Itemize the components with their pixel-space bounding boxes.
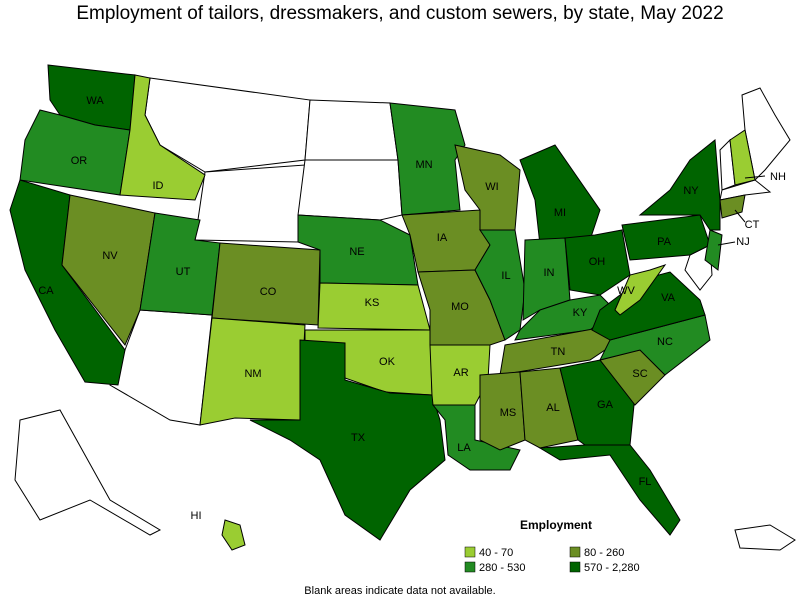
state-label: NM (244, 368, 261, 380)
state-shape (211, 242, 321, 326)
state-label: NY (683, 185, 699, 197)
state-label: AL (546, 402, 559, 414)
state-label: KS (365, 297, 380, 309)
state-shape (119, 74, 206, 201)
state-label: NH (770, 171, 786, 183)
state-shape (297, 159, 403, 221)
state-shape (431, 404, 521, 471)
callout-line (734, 209, 746, 223)
legend-label: 280 - 530 (479, 562, 525, 574)
state-label: IL (501, 270, 510, 282)
state-shape (194, 164, 306, 243)
state-shape (479, 371, 526, 451)
state-shape (221, 519, 246, 551)
state-label: CA (38, 285, 54, 297)
state-shape (514, 294, 616, 341)
state-label: TN (551, 346, 566, 358)
state-label: MS (500, 407, 517, 419)
state-label: LA (457, 442, 471, 454)
state-label: IN (544, 267, 555, 279)
state-shape (741, 87, 791, 182)
callout-line (744, 175, 766, 179)
states: WA OR CA NV ID UT CO NM NE KS OK TX MN IA MO AR LA WI IL MI… (9, 64, 786, 551)
state-label: KY (573, 307, 588, 319)
state-label: GA (597, 399, 614, 411)
state-shape (199, 317, 306, 426)
state-shape (638, 139, 721, 231)
state-label: UT (176, 266, 191, 278)
legend-label: 80 - 260 (584, 547, 624, 559)
state-label: MO (451, 301, 469, 313)
state-shape (538, 444, 681, 536)
state-label: OR (71, 155, 88, 167)
legend-swatch (464, 561, 476, 573)
state-shape (621, 214, 711, 261)
state-label: CO (260, 286, 277, 298)
state-label: OH (589, 256, 606, 268)
state-label: TX (351, 432, 366, 444)
state-shape (519, 367, 579, 449)
map-title: Employment of tailors, dressmakers, and … (76, 3, 723, 24)
state-shape (304, 99, 399, 161)
state-shape (61, 194, 156, 346)
legend-title: Employment (520, 518, 592, 532)
state-label: NV (102, 250, 118, 262)
legend-swatch (464, 546, 476, 558)
state-label: NC (657, 336, 673, 348)
state-label: CT (745, 219, 760, 231)
state-shape (729, 129, 756, 186)
state-label: WA (86, 95, 104, 107)
state-label: FL (639, 476, 652, 488)
state-shape (734, 524, 796, 551)
legend-swatch (569, 561, 581, 573)
state-shape (519, 144, 601, 246)
legend-swatch (569, 546, 581, 558)
state-shape (14, 409, 162, 536)
legend-label: 40 - 70 (479, 547, 513, 559)
callout-line (717, 241, 736, 246)
state-label: MI (554, 207, 566, 219)
state-label: PA (657, 236, 672, 248)
state-label: AR (453, 367, 468, 379)
state-label: VA (661, 292, 676, 304)
legend-label: 570 - 2,280 (584, 562, 640, 574)
state-shape (719, 194, 746, 219)
state-label: OK (379, 356, 396, 368)
state-label: WI (485, 181, 498, 193)
state-shape (249, 339, 446, 541)
callouts (717, 175, 766, 246)
state-label: HI (191, 510, 202, 522)
state-shape (704, 229, 723, 271)
legend: 40 - 70 80 - 260 280 - 530 570 - 2,280 (464, 546, 640, 574)
state-label: NJ (736, 236, 749, 248)
state-shape (474, 229, 526, 341)
footnote: Blank areas indicate data not available. (304, 585, 495, 597)
state-shape (614, 264, 667, 316)
state-label: WV (617, 285, 635, 297)
state-shape (389, 102, 466, 216)
state-label: MN (415, 159, 432, 171)
state-label: IA (437, 232, 448, 244)
state-label: SC (632, 368, 647, 380)
state-label: ID (153, 180, 164, 192)
state-label: NE (349, 246, 364, 258)
